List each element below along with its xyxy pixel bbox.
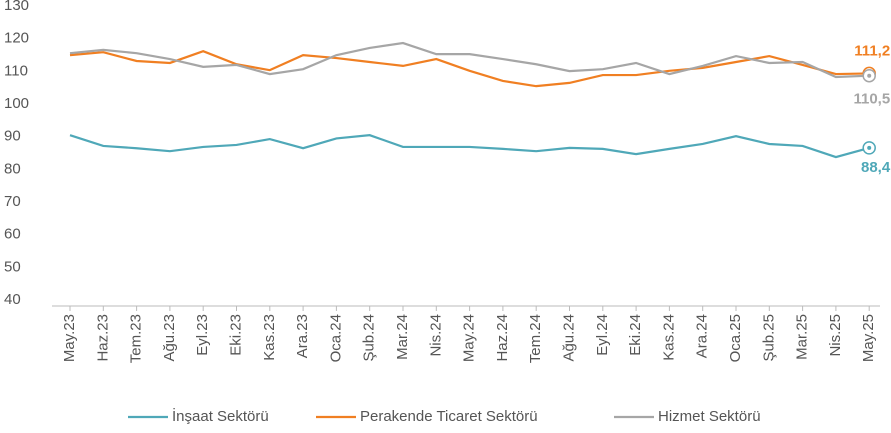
x-tick-label: Oca.25 bbox=[727, 314, 744, 362]
series-line bbox=[69, 41, 870, 79]
x-tick-label: Kas.23 bbox=[261, 314, 278, 361]
x-tick-label: Eki.23 bbox=[227, 314, 244, 356]
end-marker-dot bbox=[867, 73, 872, 78]
x-tick-label: Haz.23 bbox=[94, 314, 111, 362]
x-tick-label: May.24 bbox=[461, 314, 478, 362]
x-tick-label: Tem.23 bbox=[128, 314, 145, 363]
x-tick-label: Eyl.23 bbox=[194, 314, 211, 356]
x-tick-label: Ara.24 bbox=[694, 314, 711, 358]
x-tick-label: Mar.24 bbox=[394, 314, 411, 360]
y-tick-label: 50 bbox=[4, 258, 21, 275]
x-tick-label: Ağu.24 bbox=[560, 314, 577, 362]
legend-label: Perakende Ticaret Sektörü bbox=[360, 408, 538, 425]
x-tick-label: Şub.25 bbox=[760, 314, 777, 362]
x-tick-label: May.25 bbox=[860, 314, 877, 362]
value-label: 111,2 bbox=[854, 42, 890, 59]
x-tick-label: Şub.24 bbox=[361, 314, 378, 362]
x-tick-label: Oca.24 bbox=[327, 314, 344, 362]
y-tick-label: 110 bbox=[4, 62, 28, 79]
x-tick-label: Ağu.23 bbox=[161, 314, 178, 362]
legend-label: Hizmet Sektörü bbox=[658, 408, 761, 425]
y-tick-label: 120 bbox=[4, 30, 29, 47]
x-tick-label: Tem.24 bbox=[527, 314, 544, 363]
value-label: 88,4 bbox=[861, 159, 891, 176]
y-tick-label: 130 bbox=[4, 0, 29, 14]
y-tick-label: 80 bbox=[4, 160, 21, 177]
series-line bbox=[69, 50, 870, 88]
series-line bbox=[69, 134, 870, 159]
legend-label: İnşaat Sektörü bbox=[172, 407, 269, 425]
x-tick-label: Eyl.24 bbox=[594, 314, 611, 356]
x-tick-label: Kas.24 bbox=[660, 314, 677, 361]
x-tick-label: Nis.25 bbox=[827, 314, 844, 357]
y-tick-label: 60 bbox=[4, 226, 21, 243]
y-tick-label: 90 bbox=[4, 128, 21, 145]
x-tick-label: May.23 bbox=[61, 314, 78, 362]
x-tick-label: Mar.25 bbox=[794, 314, 811, 360]
y-tick-label: 40 bbox=[4, 291, 21, 308]
x-tick-label: Eki.24 bbox=[627, 314, 644, 356]
value-label: 110,5 bbox=[853, 91, 890, 108]
x-tick-label: Nis.24 bbox=[427, 314, 444, 357]
x-tick-label: Haz.24 bbox=[494, 314, 511, 362]
end-marker-dot bbox=[867, 145, 872, 150]
x-tick-label: Ara.23 bbox=[294, 314, 311, 358]
y-tick-label: 100 bbox=[4, 95, 29, 112]
y-tick-label: 70 bbox=[4, 193, 21, 210]
